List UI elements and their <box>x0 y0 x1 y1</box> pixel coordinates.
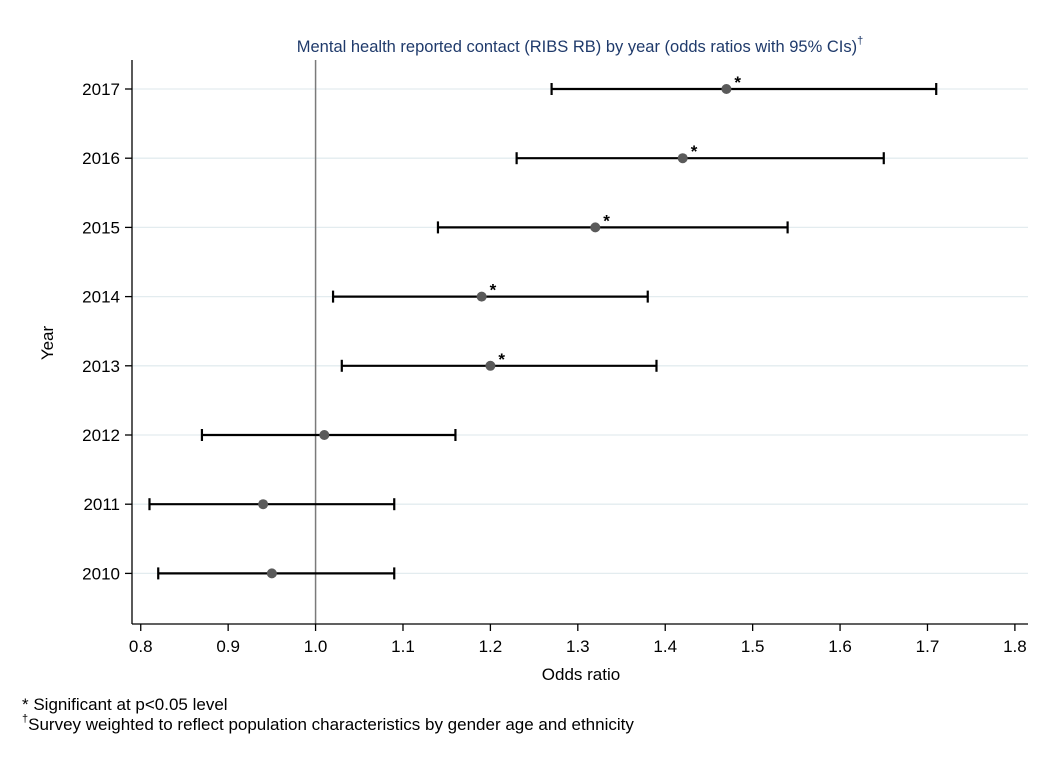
title-dagger: † <box>857 35 863 47</box>
point-estimate-2015 <box>590 222 601 233</box>
x-tick-label-1.8: 1.8 <box>1003 637 1027 656</box>
x-tick-label-1.1: 1.1 <box>391 637 415 656</box>
x-tick-label-1.5: 1.5 <box>741 637 765 656</box>
significance-marker-2014: * <box>490 281 497 300</box>
significance-marker-2013: * <box>498 350 505 369</box>
point-estimate-2012 <box>319 430 330 440</box>
x-tick-label-1.3: 1.3 <box>566 637 590 656</box>
y-tick-label-2017: 2017 <box>82 80 120 99</box>
ci-row-2012 <box>200 429 457 441</box>
footnote-dagger: † <box>22 713 29 725</box>
y-tick-label-2013: 2013 <box>82 357 120 376</box>
x-axis-title: Odds ratio <box>542 665 620 684</box>
ci-row-2015: * <box>436 211 789 234</box>
footnote-weighting-text: Survey weighted to reflect population ch… <box>28 715 634 734</box>
ci-row-2017: * <box>550 73 938 95</box>
x-tick-label-1.2: 1.2 <box>479 637 503 656</box>
chart-title: Mental health reported contact (RIBS RB)… <box>297 35 863 56</box>
x-tick-label-0.9: 0.9 <box>216 637 240 656</box>
x-tick-label-1.0: 1.0 <box>304 637 328 656</box>
axes <box>131 60 1028 625</box>
significance-marker-2015: * <box>603 211 610 230</box>
ci-row-2013: * <box>340 350 658 372</box>
point-estimate-2011 <box>258 499 269 510</box>
confidence-intervals: * * * * * <box>148 73 938 580</box>
y-tick-label-2015: 2015 <box>82 218 120 237</box>
x-axis-ticks: 0.8 0.9 1.0 1.1 1.2 1.3 1.4 1.5 1.6 1.7 1.8 <box>129 624 1027 656</box>
significance-marker-2017: * <box>734 73 741 92</box>
footnote-significance: * Significant at p<0.05 level <box>22 695 228 715</box>
ci-row-2016: * <box>515 142 885 165</box>
ci-row-2011 <box>148 498 396 511</box>
point-estimate-2017 <box>721 84 732 94</box>
x-tick-label-1.4: 1.4 <box>653 637 677 656</box>
point-estimate-2014 <box>476 291 487 302</box>
x-tick-label-1.7: 1.7 <box>916 637 940 656</box>
y-tick-label-2012: 2012 <box>82 426 120 445</box>
significance-marker-2016: * <box>691 142 698 161</box>
y-axis-ticks: 2017 2016 2015 2014 2013 2012 2011 2010 <box>82 80 132 583</box>
ci-row-2014: * <box>331 281 649 303</box>
footnote-weighting: †Survey weighted to reflect population c… <box>22 713 634 735</box>
point-estimate-2013 <box>485 360 496 371</box>
forest-plot: ***** 0.8 0.9 1.0 1.1 1.2 1.3 1.4 1.5 1.6 1.7 1.8 … <box>38 35 1028 684</box>
y-tick-label-2014: 2014 <box>82 288 120 307</box>
x-tick-label-1.6: 1.6 <box>828 637 852 656</box>
ci-row-2010 <box>157 567 396 580</box>
y-tick-label-2016: 2016 <box>82 149 120 168</box>
point-estimate-2010 <box>266 568 277 579</box>
point-estimate-2016 <box>677 153 688 164</box>
y-tick-label-2010: 2010 <box>82 564 120 583</box>
x-tick-label-0.8: 0.8 <box>129 637 153 656</box>
footnote-significance-text: * Significant at p<0.05 level <box>22 695 228 714</box>
y-axis-title: Year <box>38 325 57 360</box>
y-tick-label-2011: 2011 <box>83 495 120 514</box>
